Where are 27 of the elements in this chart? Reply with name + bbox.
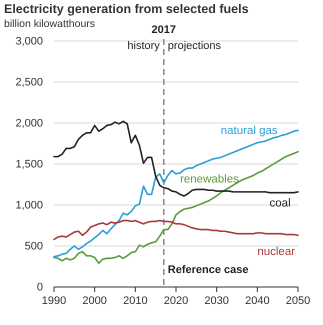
line-series [53, 150, 299, 264]
series-label: natural gas [220, 124, 278, 137]
annotation: Reference case [168, 264, 249, 276]
x-tick-label: 2050 [286, 294, 310, 307]
y-tick-label: 3,000 [15, 36, 43, 48]
x-tick-label: 2010 [123, 294, 148, 307]
series-label: nuclear [257, 246, 296, 258]
y-axis-title: billion kilowatthours [4, 18, 96, 30]
annotation: history [127, 40, 160, 52]
x-tick-label: 2040 [245, 294, 270, 307]
annotation: projections [168, 40, 222, 52]
line-series [53, 220, 299, 240]
y-tick-label: 0 [36, 282, 43, 294]
y-tick-label: 1,000 [15, 200, 43, 212]
x-tick-label: 2000 [82, 294, 107, 307]
y-tick-label: 500 [24, 240, 43, 253]
y-tick-label: 1,500 [15, 158, 43, 171]
line-series [53, 120, 299, 197]
y-tick-label: 2,500 [15, 76, 43, 89]
series-label: coal [270, 198, 291, 210]
chart-title: Electricity generation from selected fuels [4, 2, 249, 16]
x-tick-label: 2020 [164, 294, 188, 307]
x-tick-label: 2030 [204, 294, 229, 307]
ref-line-label: 2017 [152, 24, 176, 36]
y-tick-label: 2,000 [15, 118, 43, 130]
series-label: renewables [180, 174, 240, 186]
x-tick-label: 1990 [42, 294, 66, 307]
